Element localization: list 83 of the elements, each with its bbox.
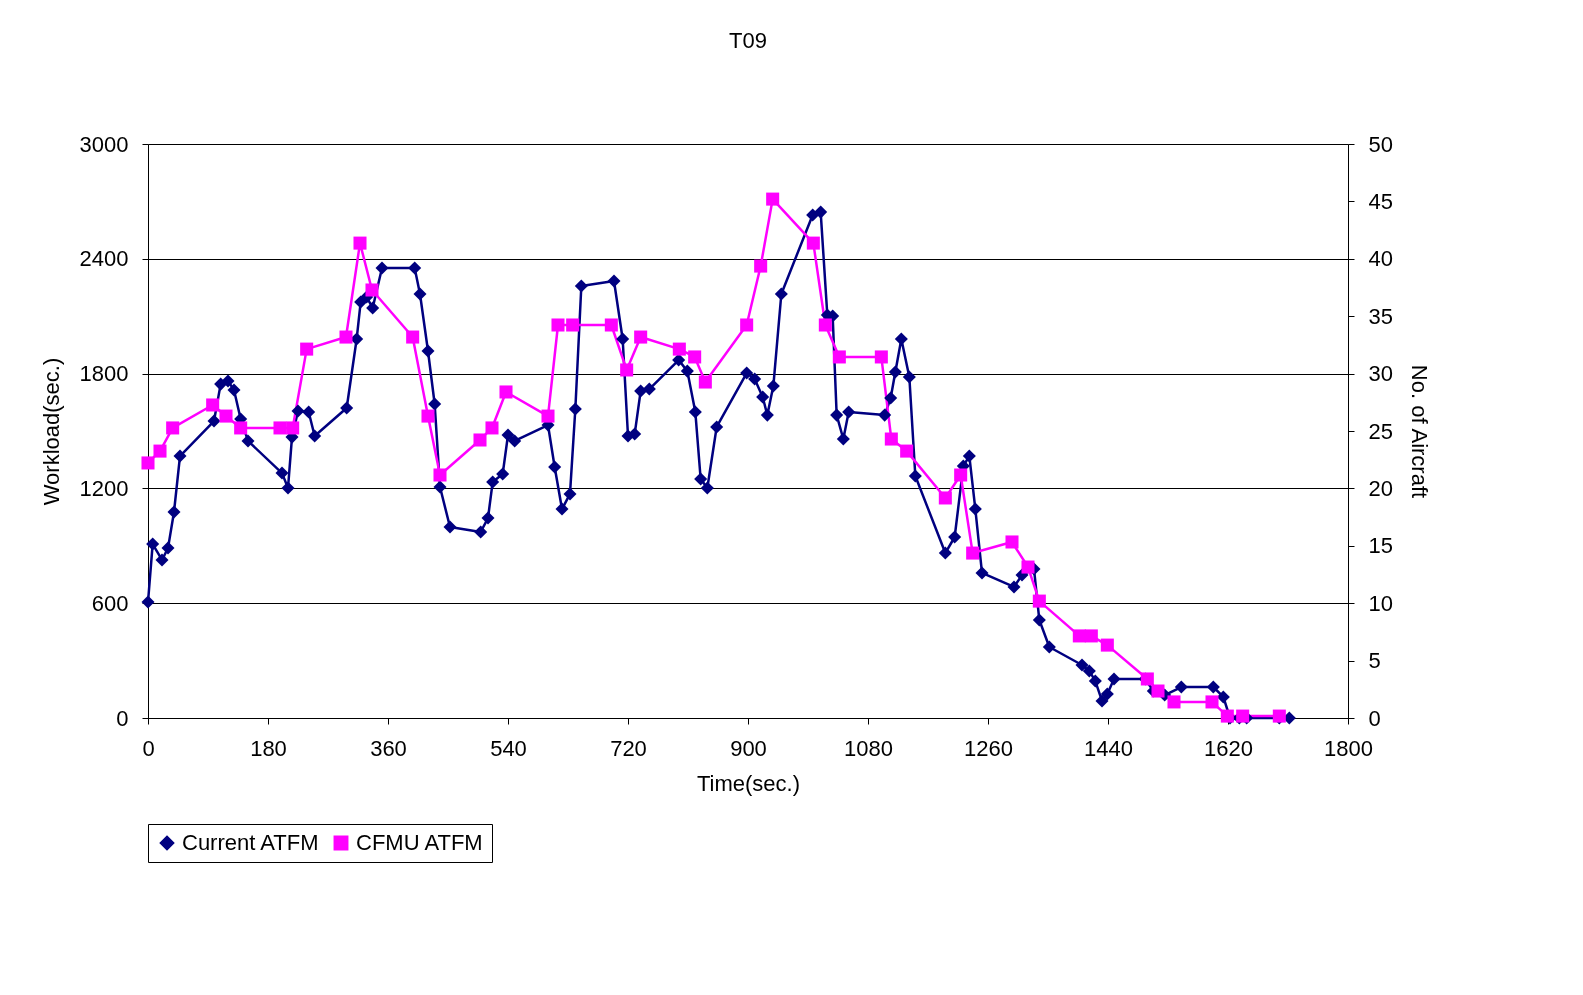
x-axis-title: Time(sec.) [696,770,801,796]
x-tick-label: 1620 [1204,735,1253,761]
legend-label: CFMU ATFM [356,830,483,855]
point [634,330,648,344]
point [954,468,968,482]
point [766,192,780,206]
point [365,283,379,297]
point [421,409,435,423]
point [672,342,686,356]
point [938,491,952,505]
y2-tick-label: 50 [1368,131,1393,157]
point [740,318,754,332]
point [541,409,555,423]
point [1032,594,1046,608]
point [1167,695,1181,709]
point [234,421,248,435]
chart-title: T09 [729,28,767,53]
point [1072,629,1086,643]
x-tick-label: 0 [142,735,155,761]
point [966,546,980,560]
x-tick-label: 540 [490,735,527,761]
y2-tick-label: 10 [1368,590,1393,616]
point [219,409,233,423]
point [884,432,898,446]
y2-tick-label: 0 [1368,705,1381,731]
point [141,456,155,470]
point [832,350,846,364]
point [1151,684,1165,698]
y-axis-title: Workload(sec.) [38,357,64,506]
x-tick-label: 360 [370,735,407,761]
x-tick-label: 180 [250,735,287,761]
point [300,342,314,356]
y2-tick-label: 15 [1368,533,1393,559]
point [698,375,712,389]
y-tick-label: 1800 [79,361,129,387]
point [1100,638,1114,652]
x-tick-label: 1080 [844,735,893,761]
point [754,259,768,273]
point [166,421,180,435]
point [406,330,420,344]
point [433,468,447,482]
point [1084,629,1098,643]
point [353,236,367,250]
point [551,318,565,332]
y2-tick-label: 20 [1368,475,1393,501]
y-tick-label: 1200 [79,475,129,501]
point [273,421,287,435]
y2-tick-label: 30 [1368,361,1393,387]
point [566,318,580,332]
point [688,350,702,364]
y2-axis-title: No. of Aircraft [1406,364,1432,499]
point [874,350,888,364]
y-tick-label: 3000 [79,131,129,157]
point [604,318,618,332]
point [286,421,300,435]
point [900,444,914,458]
x-tick-label: 1260 [964,735,1013,761]
x-tick-label: 900 [730,735,767,761]
point [620,363,634,377]
y2-tick-label: 5 [1368,648,1381,674]
x-tick-label: 1800 [1324,735,1373,761]
point [1021,560,1035,574]
point [206,398,220,412]
point [818,318,832,332]
point [339,330,353,344]
x-tick-label: 1440 [1084,735,1133,761]
point [806,236,820,250]
point [1005,535,1019,549]
y2-tick-label: 45 [1368,188,1393,214]
point [473,433,487,447]
y-tick-label: 0 [116,705,129,731]
legend-label: Current ATFM [182,830,319,855]
point [1236,709,1250,723]
point [499,385,513,399]
y-tick-label: 600 [91,590,129,616]
point [485,421,499,435]
y2-tick-label: 25 [1368,418,1393,444]
x-tick-label: 720 [610,735,647,761]
point [153,444,167,458]
y-tick-label: 2400 [79,246,129,272]
point [1205,695,1219,709]
y2-tick-label: 35 [1368,303,1393,329]
y2-tick-label: 40 [1368,246,1393,272]
